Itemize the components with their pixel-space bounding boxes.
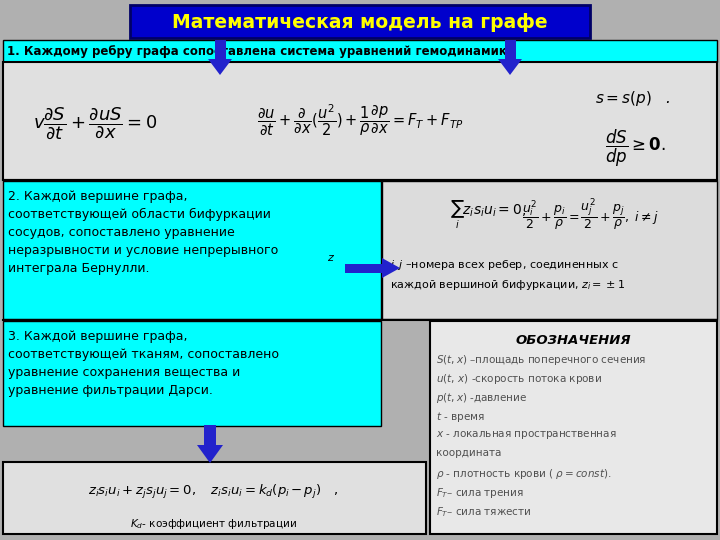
Bar <box>3 462 426 534</box>
Text: 1. Каждому ребру графа сопоставлена система уравнений гемодинамики: 1. Каждому ребру графа сопоставлена сист… <box>7 44 515 57</box>
Text: $F_T$– сила трения: $F_T$– сила трения <box>436 486 524 500</box>
Bar <box>345 264 382 273</box>
Text: $p(t,x)$ -давление: $p(t,x)$ -давление <box>436 391 527 405</box>
Text: $S(t,x)$ –площадь поперечного сечения: $S(t,x)$ –площадь поперечного сечения <box>436 353 647 367</box>
Bar <box>3 40 717 62</box>
Text: ОБОЗНАЧЕНИЯ: ОБОЗНАЧЕНИЯ <box>516 334 631 347</box>
Text: $\sum_i z_i s_i u_i = 0,$: $\sum_i z_i s_i u_i = 0,$ <box>450 199 526 231</box>
Bar <box>3 321 381 426</box>
Text: 2. Каждой вершине графа,
соответствующей области бифуркации
сосудов, сопоставлен: 2. Каждой вершине графа, соответствующей… <box>8 190 278 275</box>
Polygon shape <box>208 59 232 75</box>
Text: $u(t,\, x)$ -скорость потока крови: $u(t,\, x)$ -скорость потока крови <box>436 372 602 386</box>
Bar <box>505 40 516 59</box>
Text: $t$ - время: $t$ - время <box>436 410 485 424</box>
Text: Математическая модель на графе: Математическая модель на графе <box>172 12 548 31</box>
Text: $z$: $z$ <box>327 253 335 263</box>
Bar <box>3 181 381 319</box>
Text: $s =s(p)$   .: $s =s(p)$ . <box>595 89 670 107</box>
Text: $\rho$ - плотность крови ( $\rho = const$).: $\rho$ - плотность крови ( $\rho = const… <box>436 467 611 481</box>
Text: $\dfrac{dS}{dp}\geq\mathbf{0}.$: $\dfrac{dS}{dp}\geq\mathbf{0}.$ <box>605 127 666 168</box>
Bar <box>130 5 590 38</box>
Text: каждой вершиной бифуркации, $z_i=\pm 1$: каждой вершиной бифуркации, $z_i=\pm 1$ <box>390 278 625 292</box>
Bar <box>3 62 717 180</box>
Text: 3. Каждой вершине графа,
соответствующей тканям, сопоставлено
уравнение сохранен: 3. Каждой вершине графа, соответствующей… <box>8 330 279 397</box>
Bar <box>215 40 225 59</box>
Text: $v\dfrac{\partial S}{\partial t}+\dfrac{\partial uS}{\partial x}=0$: $v\dfrac{\partial S}{\partial t}+\dfrac{… <box>33 105 157 141</box>
Polygon shape <box>498 59 522 75</box>
Text: $F_T$– сила тяжести: $F_T$– сила тяжести <box>436 505 531 519</box>
Text: $z_i s_i u_i + z_j s_j u_j = 0,\quad z_i s_i u_i = k_d(p_i\, {-}\, p_j)$   ,: $z_i s_i u_i + z_j s_j u_j = 0,\quad z_i… <box>88 483 338 501</box>
Text: координата: координата <box>436 448 501 458</box>
Text: $\dfrac{\partial u}{\partial t}+\dfrac{\partial}{\partial x}(\dfrac{u^2}{2})+\df: $\dfrac{\partial u}{\partial t}+\dfrac{\… <box>257 103 463 138</box>
Bar <box>382 181 717 319</box>
Text: $K_d$- коэффициент фильтрации: $K_d$- коэффициент фильтрации <box>130 517 297 531</box>
Polygon shape <box>197 445 223 463</box>
Text: $\dfrac{u_i^2}{2}+\dfrac{p_i}{\rho}=\dfrac{u_j^2}{2}+\dfrac{p_j}{\rho},\; i\neq : $\dfrac{u_i^2}{2}+\dfrac{p_i}{\rho}=\dfr… <box>522 197 658 233</box>
Bar <box>204 425 216 445</box>
Text: $i,j$ –номера всех ребер, соединенных с: $i,j$ –номера всех ребер, соединенных с <box>390 258 618 272</box>
Polygon shape <box>382 258 400 278</box>
Bar <box>430 321 717 534</box>
Text: $x$ - локальная пространственная: $x$ - локальная пространственная <box>436 429 616 441</box>
